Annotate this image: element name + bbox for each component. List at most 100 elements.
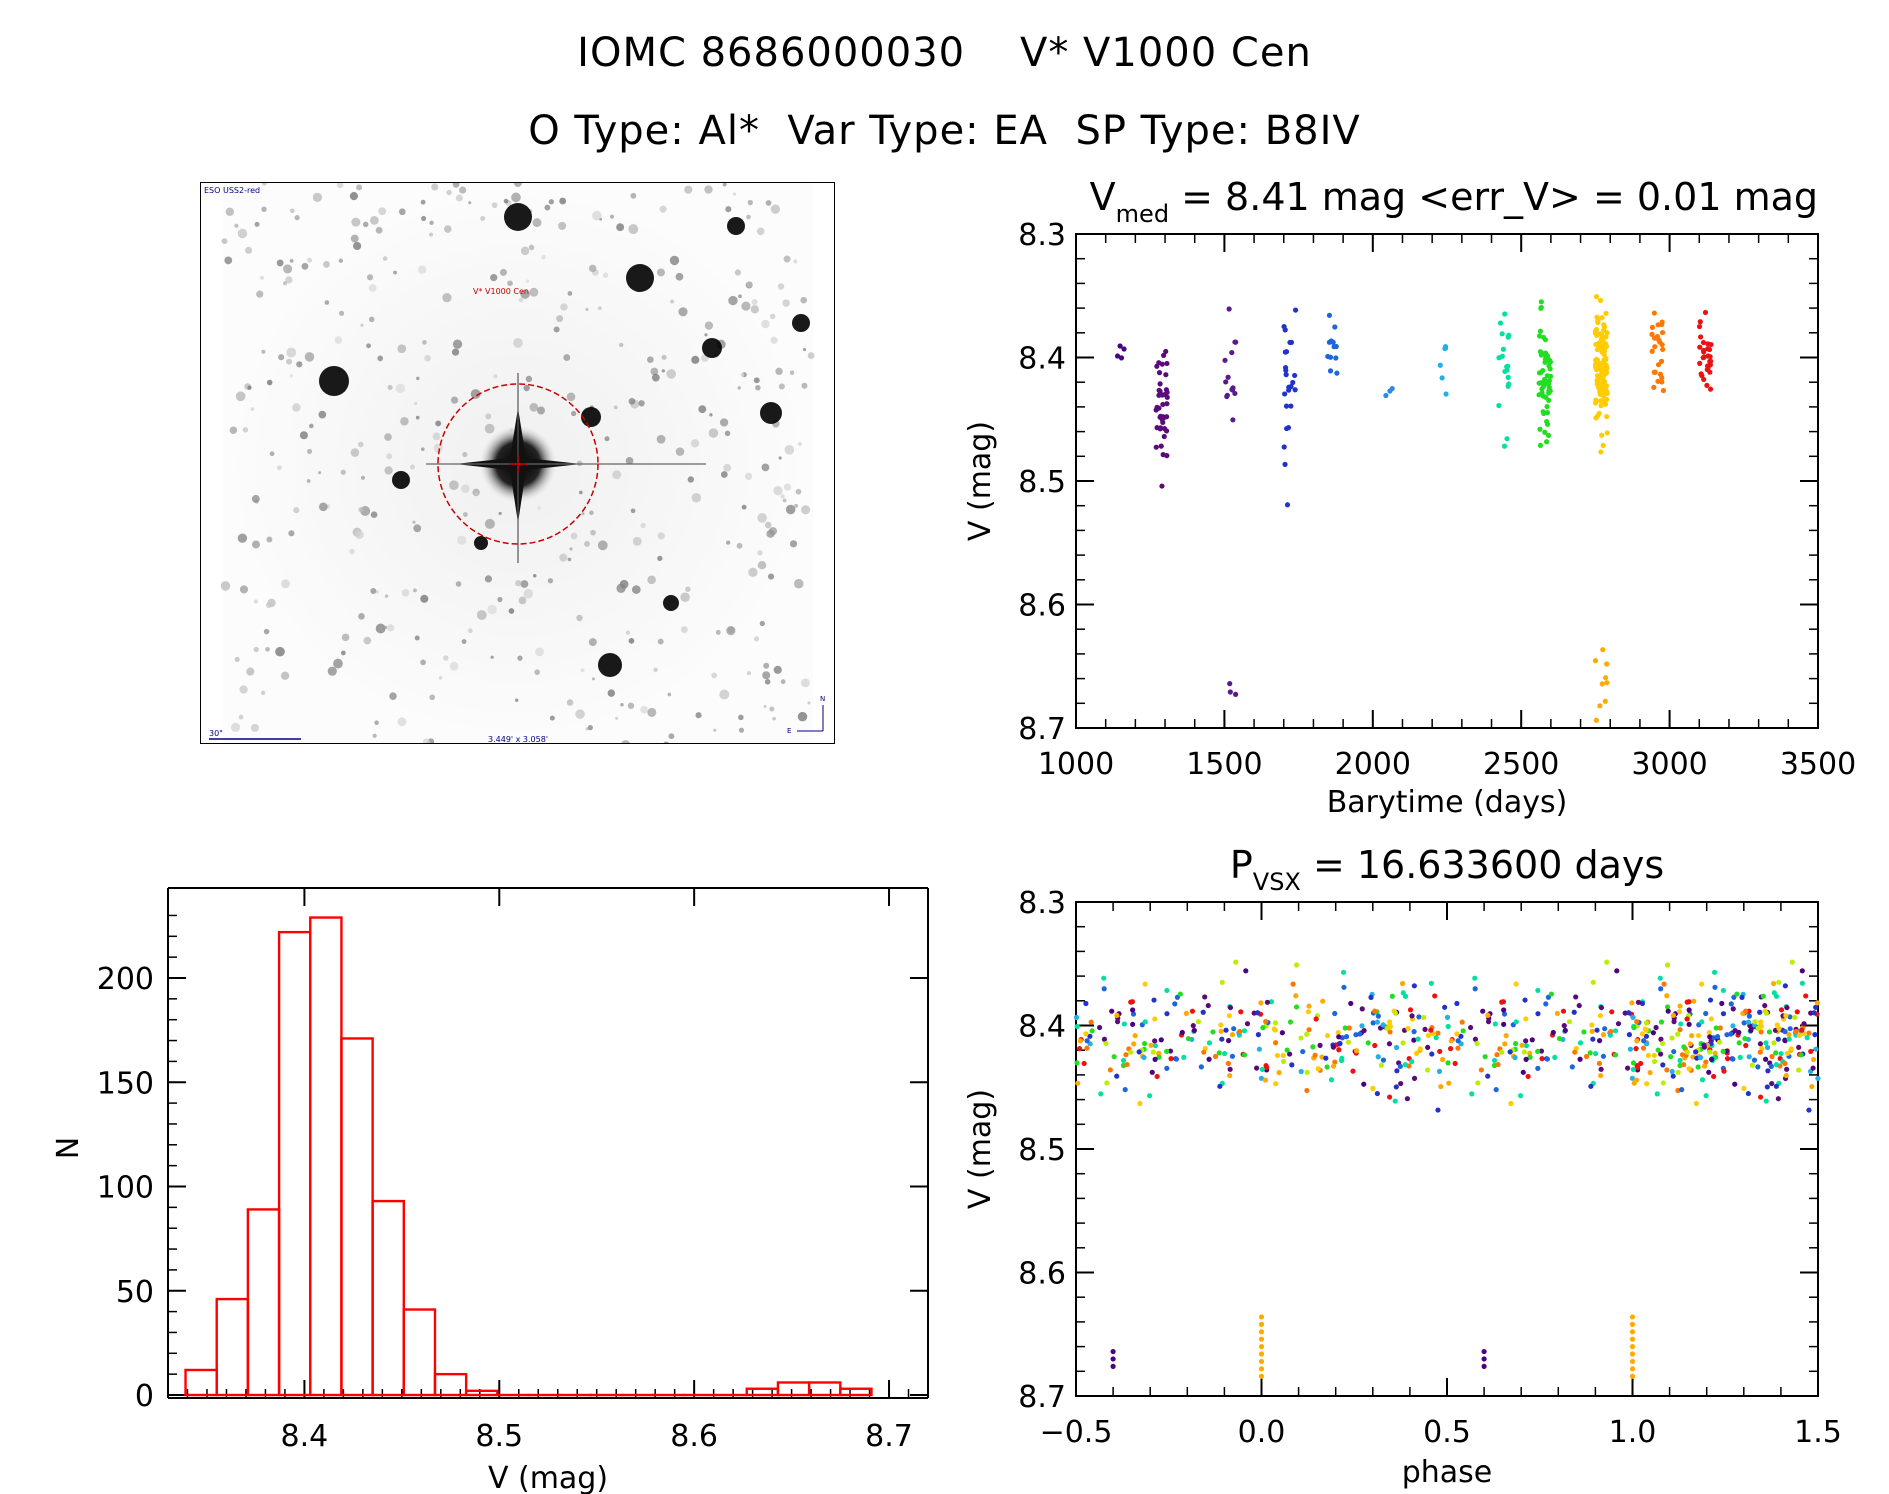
phased-point [1279, 1030, 1285, 1036]
phased-title-sub: VSX [1253, 868, 1301, 896]
phased-point [1128, 1049, 1134, 1055]
light-curve-point [1659, 329, 1666, 336]
light-curve-point [1707, 354, 1713, 360]
finder-star [625, 630, 631, 635]
finder-star [370, 588, 377, 595]
light-curve-point [1540, 334, 1547, 340]
histogram-ytick-label: 50 [116, 1275, 154, 1310]
finder-star [261, 349, 266, 354]
phased-point [1310, 1044, 1316, 1050]
finder-star [518, 596, 527, 605]
phased-point [1375, 1054, 1381, 1060]
finder-bright-star [581, 407, 601, 427]
phased-point [1340, 969, 1347, 975]
phased-point [1394, 1068, 1400, 1074]
histogram-bar [745, 1387, 780, 1397]
finder-star [424, 354, 431, 362]
light-curve-ytick-label: 8.7 [1018, 712, 1066, 747]
finder-star [761, 319, 770, 329]
finder-star [366, 274, 374, 281]
phased-point-faint [1258, 1373, 1265, 1379]
phased-point [1293, 962, 1300, 968]
finder-star [628, 397, 636, 405]
finder-star [651, 373, 660, 382]
phased-point [1417, 1046, 1423, 1052]
phased-point [1687, 1041, 1693, 1047]
light-curve-point [1604, 680, 1610, 686]
finder-star [280, 671, 290, 680]
finder-star [556, 315, 564, 323]
finder-star [253, 599, 258, 604]
target-circle [437, 383, 599, 545]
light-curve-point [1156, 370, 1163, 376]
light-curve-point [1602, 401, 1609, 407]
finder-star [793, 578, 804, 589]
phased-point [1812, 1032, 1818, 1038]
light-curve-point [1604, 430, 1610, 436]
light-curve-point [1598, 367, 1604, 373]
histogram-ytick-label: 0 [135, 1379, 154, 1414]
finder-star [680, 626, 688, 634]
phased-point [1432, 993, 1438, 999]
light-curve-point [1332, 324, 1338, 330]
finder-star [508, 608, 515, 614]
phased-point [1454, 1031, 1460, 1037]
finder-star [374, 720, 379, 726]
phased-point [1707, 997, 1714, 1003]
finder-star [444, 225, 452, 233]
finder-star [704, 333, 708, 337]
phased-point [1732, 1081, 1738, 1087]
light-curve-point [1660, 387, 1667, 394]
phased-point [1202, 994, 1208, 1000]
phased-point [1361, 1027, 1367, 1034]
light-curve-point [1543, 394, 1549, 400]
finder-star [420, 199, 426, 205]
phased-point [1728, 1031, 1734, 1037]
phased-point [1409, 1013, 1415, 1019]
light-curve-point [1281, 444, 1287, 450]
finder-star [290, 208, 295, 214]
phased-point-faint [1629, 1351, 1636, 1357]
finder-star [484, 518, 495, 529]
phased-point [1081, 1060, 1087, 1067]
phased-point [1651, 1058, 1658, 1065]
phased-point [1494, 1052, 1500, 1058]
finder-star [609, 214, 615, 219]
finder-star [239, 585, 249, 594]
phased-point [1101, 975, 1107, 981]
phased-point [1703, 1093, 1709, 1099]
finder-star [763, 662, 770, 669]
finder-star [549, 715, 555, 721]
finder-star [567, 291, 573, 296]
phased-point [1164, 1065, 1170, 1071]
phased-point [1771, 1040, 1777, 1046]
phased-point [1571, 1009, 1577, 1015]
finder-star [288, 530, 295, 537]
light-curve-title-rest: = 8.41 mag <err_V> = 0.01 mag [1169, 175, 1818, 219]
finder-star [525, 375, 533, 383]
finder-star [727, 626, 735, 634]
finder-star [709, 413, 713, 417]
phased-point [1229, 1053, 1236, 1059]
phased-point [1387, 1029, 1393, 1035]
phased-point [1765, 1068, 1771, 1074]
light-curve-point [1598, 339, 1605, 345]
finder-star [746, 281, 753, 288]
finder-star [513, 183, 522, 188]
phased-point [1284, 1047, 1290, 1053]
finder-star [443, 655, 449, 661]
phased-point [1706, 1069, 1712, 1075]
finder-star [558, 221, 567, 230]
light-curve-point [1283, 367, 1289, 373]
light-curve-ytick-label: 8.4 [1018, 342, 1066, 377]
phased-point [1241, 1028, 1248, 1034]
finder-star [559, 553, 568, 562]
phased-point [1769, 1053, 1775, 1060]
light-curve-point [1229, 386, 1235, 393]
light-curve-point [1601, 351, 1607, 358]
phased-point [1597, 1013, 1603, 1019]
phased-point [1594, 1027, 1600, 1033]
light-curve-point [1159, 483, 1165, 489]
phased-point [1411, 1029, 1417, 1035]
light-curve-point [1153, 444, 1159, 450]
